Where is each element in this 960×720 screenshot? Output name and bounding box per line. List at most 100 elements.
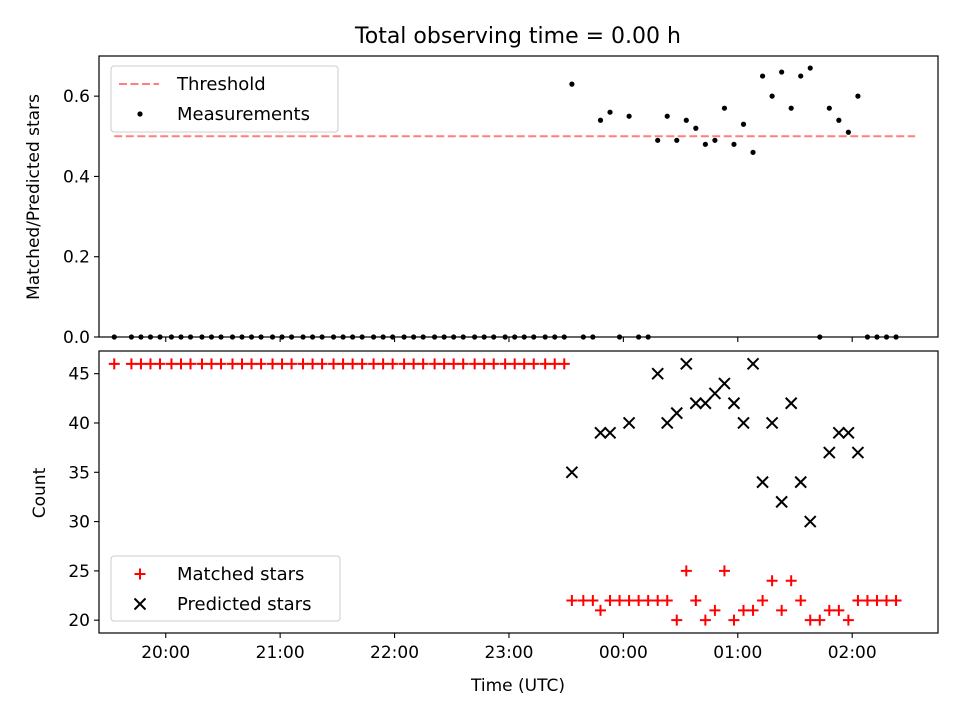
matched-stars-point	[757, 594, 769, 606]
legend-predicted-stars-label: Predicted stars	[177, 594, 311, 615]
x-tick-label: 00:00	[599, 643, 648, 663]
matched-stars-point	[499, 358, 511, 370]
matched-stars-point	[165, 358, 177, 370]
x-tick-label: 01:00	[713, 643, 762, 663]
measurements-point	[664, 113, 670, 119]
matched-stars-point	[236, 358, 248, 370]
y-tick-label: 0.2	[63, 248, 90, 268]
predicted-stars-point	[784, 397, 798, 410]
legend-matched-stars-label: Matched stars	[177, 564, 304, 585]
predicted-stars-point	[670, 406, 683, 420]
matched-stars-point	[185, 358, 197, 370]
matched-stars-point	[728, 614, 740, 626]
matched-stars-point	[823, 604, 835, 616]
matched-stars-point	[276, 358, 288, 370]
matched-stars-point	[286, 358, 298, 370]
measurements-point	[655, 137, 661, 143]
matched-stars-point	[175, 358, 187, 370]
predicted-stars-point	[594, 426, 607, 440]
predicted-stars-point	[746, 357, 760, 371]
y-tick-label: 20	[68, 611, 90, 631]
matched-stars-point	[594, 604, 606, 616]
matched-stars-point	[469, 358, 481, 370]
ratio-panel-y-axis-label: Matched/Predicted stars	[24, 94, 44, 300]
matched-stars-point	[566, 594, 578, 606]
matched-stars-point	[457, 358, 469, 370]
matched-stars-point	[558, 358, 570, 370]
predicted-stars-point	[756, 475, 769, 489]
matched-stars-point	[438, 358, 450, 370]
predicted-stars-point	[661, 416, 674, 430]
matched-stars-point	[518, 358, 530, 370]
matched-stars-point	[488, 358, 500, 370]
matched-stars-point	[881, 594, 893, 606]
matched-stars-point	[255, 358, 267, 370]
x-tick-label: 22:00	[370, 643, 419, 663]
count-panel: Count Time (UTC) 20 25 30 35 40 45 20:00 21:00 2…	[30, 350, 939, 696]
matched-stars-point	[690, 594, 702, 606]
legend-measurements-label: Measurements	[177, 104, 310, 125]
legend-threshold-label: Threshold	[176, 74, 266, 95]
measurements-point	[788, 105, 794, 111]
matched-stars-point	[539, 358, 551, 370]
predicted-stars-point	[708, 387, 722, 400]
y-tick-label: 45	[68, 365, 90, 385]
x-tick-label: 02:00	[828, 643, 877, 663]
predicted-stars-point	[804, 515, 817, 528]
matched-stars-point	[652, 594, 664, 606]
matched-stars-point	[328, 358, 340, 370]
predicted-stars-point	[651, 367, 664, 380]
matched-stars-point	[215, 358, 227, 370]
predicted-stars-point	[680, 357, 693, 371]
matched-stars-point	[671, 614, 683, 626]
matched-stars-point	[814, 614, 826, 626]
matched-stars-point	[246, 358, 258, 370]
measurements-point	[693, 125, 699, 131]
matched-stars-point	[776, 604, 788, 616]
matched-stars-point	[766, 575, 778, 587]
matched-stars-point	[852, 594, 864, 606]
matched-stars-point	[747, 604, 759, 616]
matched-stars-point	[377, 358, 389, 370]
matched-stars-point	[125, 358, 137, 370]
y-tick-label: 40	[68, 414, 90, 434]
matched-stars-point	[718, 565, 730, 577]
matched-stars-point	[699, 614, 711, 626]
legend-matched-stars-swatch	[134, 568, 146, 580]
measurements-point	[807, 65, 813, 71]
matched-stars-point	[785, 575, 797, 587]
ratio-panel: Matched/Predicted stars 0.0 0.2 0.4 0.6 Thr…	[24, 55, 939, 348]
matched-stars-point	[604, 594, 616, 606]
ratio-panel-frame	[98, 55, 939, 338]
legend-box	[110, 555, 341, 622]
predicted-stars-point	[737, 416, 750, 430]
measurements-point	[740, 121, 747, 127]
y-tick-label: 30	[68, 513, 90, 533]
predicted-stars-point	[775, 495, 788, 509]
matched-stars-point	[528, 358, 540, 370]
matched-stars-point	[206, 358, 218, 370]
predicted-stars-point	[765, 416, 779, 430]
matched-stars-point	[738, 604, 750, 616]
x-tick-label: 20:00	[141, 643, 190, 663]
matched-stars-point	[680, 565, 692, 577]
matched-stars-point	[267, 358, 279, 370]
matched-stars-point	[417, 358, 429, 370]
predicted-stars-point	[718, 377, 731, 390]
measurements-point	[683, 117, 689, 123]
matched-stars-point	[661, 594, 673, 606]
matched-stars-point	[871, 594, 883, 606]
matched-stars-point	[549, 358, 561, 370]
matched-stars-point	[387, 358, 399, 370]
matched-stars-point	[833, 604, 845, 616]
matched-stars-point	[614, 594, 626, 606]
legend-measurements-swatch	[137, 111, 143, 117]
y-tick-label: 0.6	[63, 87, 90, 107]
y-tick-label: 0.4	[63, 167, 90, 187]
measurements-point	[769, 93, 775, 99]
measurements-point	[721, 105, 728, 111]
measurements-point	[702, 141, 708, 147]
matched-stars-point	[804, 614, 816, 626]
measurements-point	[607, 109, 613, 115]
